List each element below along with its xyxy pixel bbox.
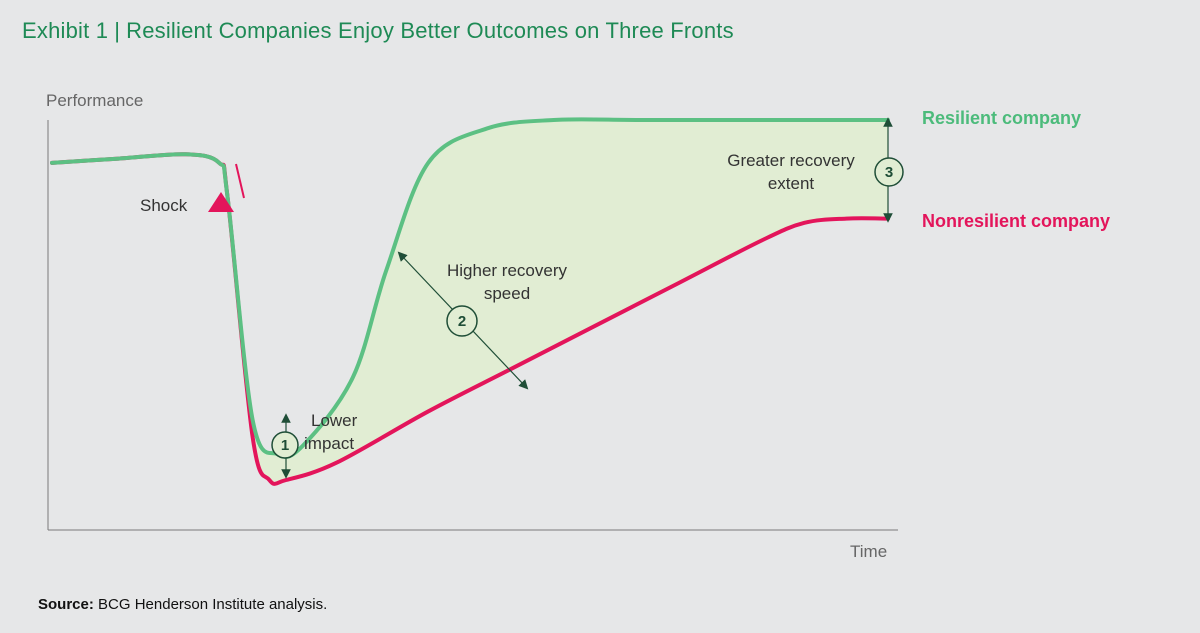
x-axis-label: Time: [850, 542, 887, 561]
source-label: Source:: [38, 596, 94, 613]
source-note: Source: BCG Henderson Institute analysis…: [38, 596, 327, 613]
chart-title: Exhibit 1 | Resilient Companies Enjoy Bett…: [22, 18, 734, 44]
y-axis-label: Performance: [46, 91, 143, 110]
speed-label-line2: speed: [484, 284, 530, 303]
marker-1-circle: [271, 431, 299, 459]
shock-label: Shock: [140, 196, 188, 215]
shock-triangle-icon: [208, 192, 234, 212]
speed-label-line1: Higher recovery: [447, 261, 567, 280]
title-separator: |: [114, 18, 121, 43]
source-text: BCG Henderson Institute analysis.: [98, 596, 328, 613]
legend-resilient: Resilient company: [922, 108, 1081, 128]
extent-label-line2: extent: [768, 174, 815, 193]
resilient-line: [50, 117, 890, 459]
outcome-gap-area: [52, 119, 888, 484]
shock-tick: [235, 163, 245, 199]
impact-label-line2: impact: [304, 434, 354, 453]
impact-label-line1: Lower: [311, 411, 358, 430]
marker-3-circle: [874, 157, 904, 187]
extent-label-line1: Greater recovery: [727, 151, 855, 170]
marker-3-number: 3: [885, 164, 893, 181]
exhibit-label: Exhibit 1: [22, 18, 109, 43]
marker-1-number: 1: [281, 437, 289, 454]
legend-nonresilient: Nonresilient company: [922, 211, 1110, 231]
marker-2-circle: [446, 305, 478, 337]
title-text: Resilient Companies Enjoy Better Outcome…: [126, 18, 734, 43]
marker-2-number: 2: [458, 313, 466, 330]
